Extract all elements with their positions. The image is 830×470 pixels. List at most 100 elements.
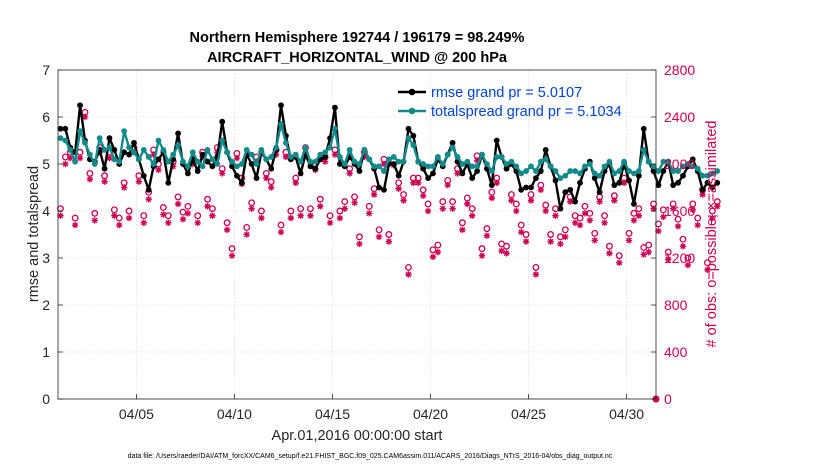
obs-possible-point xyxy=(625,229,633,237)
totalspread-point xyxy=(150,161,157,167)
obs-assimilated-point xyxy=(576,221,584,229)
totalspread-point xyxy=(493,154,500,160)
obs-assimilated-point xyxy=(493,179,500,186)
obs-assimilated-point xyxy=(606,250,613,257)
obs-assimilated-point xyxy=(116,221,123,229)
totalspread-point xyxy=(189,149,196,156)
obs-possible-point xyxy=(204,195,211,203)
rmse-point xyxy=(503,165,510,172)
totalspread-point xyxy=(121,128,128,135)
totalspread-point xyxy=(430,163,436,170)
totalspread-point xyxy=(420,161,427,167)
x-tick-label: 04/15 xyxy=(315,406,350,422)
rmse-point xyxy=(297,170,304,177)
obs-assimilated-point xyxy=(508,197,515,204)
totalspread-point xyxy=(268,154,275,160)
rmse-point xyxy=(616,179,623,186)
totalspread-point xyxy=(665,158,672,165)
obs-possible-point xyxy=(439,198,447,206)
obs-assimilated-point xyxy=(125,214,133,222)
obs-possible-point xyxy=(174,193,182,201)
obs-assimilated-point xyxy=(400,197,407,204)
obs-possible-point xyxy=(664,248,672,256)
obs-assimilated-point xyxy=(326,219,334,226)
obs-possible-point xyxy=(694,214,702,222)
obs-assimilated-point xyxy=(513,207,520,215)
obs-possible-point xyxy=(287,207,295,215)
rmse-point xyxy=(704,179,711,186)
obs-assimilated-point xyxy=(370,191,378,198)
obs-assimilated-point xyxy=(419,192,427,199)
chart-subtitle: AIRCRAFT_HORIZONTAL_WIND @ 200 hPa xyxy=(207,50,508,66)
totalspread-point xyxy=(140,147,147,153)
totalspread-point xyxy=(96,135,103,142)
rmse-point xyxy=(199,151,206,158)
totalspread-point xyxy=(327,144,333,151)
rmse-point xyxy=(405,125,412,132)
rmse-point xyxy=(322,154,329,160)
totalspread-point xyxy=(631,170,637,177)
obs-assimilated-point xyxy=(194,219,201,226)
totalspread-point xyxy=(371,163,378,170)
rmse-point xyxy=(77,102,83,109)
y-tick-label: 6 xyxy=(42,109,50,125)
totalspread-point xyxy=(214,161,221,167)
totalspread-point xyxy=(204,147,211,153)
obs-possible-point xyxy=(532,263,540,271)
obs-assimilated-point xyxy=(150,151,157,158)
totalspread-point xyxy=(498,154,505,160)
y-tick-label: 0 xyxy=(42,391,50,407)
obs-assimilated-point xyxy=(282,153,290,161)
totalspread-point xyxy=(145,154,152,160)
y2-tick-label: 1200 xyxy=(664,250,695,266)
totalspread-point xyxy=(278,121,284,127)
rmse-point xyxy=(234,172,240,179)
totalspread-point xyxy=(165,158,172,165)
rmse-point xyxy=(57,125,64,132)
obs-assimilated-point xyxy=(601,219,608,226)
totalspread-point xyxy=(62,137,69,144)
obs-assimilated-point xyxy=(174,200,182,208)
obs-possible-point xyxy=(125,207,133,215)
obs-assimilated-point xyxy=(405,271,412,278)
obs-assimilated-point xyxy=(522,238,530,245)
y2-tick-label: 400 xyxy=(664,344,688,360)
obs-possible-point xyxy=(561,226,569,234)
obs-possible-point xyxy=(277,221,285,229)
obs-assimilated-point xyxy=(71,221,79,229)
obs-assimilated-point xyxy=(101,178,108,185)
obs-possible-point xyxy=(576,214,584,222)
obs-assimilated-point xyxy=(346,170,353,177)
obs-assimilated-point xyxy=(169,163,177,170)
x-tick-label: 04/20 xyxy=(413,406,448,422)
obs-assimilated-point xyxy=(272,151,280,158)
rmse-point xyxy=(106,135,113,142)
totalspread-point xyxy=(670,168,677,174)
rmse-point xyxy=(518,186,525,193)
legend: rmse grand pr = 5.0107 totalspread grand… xyxy=(398,85,622,120)
obs-assimilated-point xyxy=(395,185,402,192)
obs-possible-point xyxy=(517,221,525,229)
y-tick-label: 5 xyxy=(42,156,50,172)
obs-assimilated-point xyxy=(684,261,692,269)
rmse-point xyxy=(660,168,667,174)
obs-possible-point xyxy=(405,263,412,271)
obs-possible-point xyxy=(91,209,99,217)
rmse-point xyxy=(336,161,343,167)
obs-possible-point xyxy=(684,254,692,262)
obs-possible-point xyxy=(385,231,393,238)
obs-possible-point xyxy=(184,202,192,210)
obs-possible-point xyxy=(375,226,383,234)
obs-possible-point xyxy=(179,208,187,216)
obs-assimilated-point xyxy=(307,212,314,219)
obs-assimilated-point xyxy=(434,248,442,256)
obs-assimilated-point xyxy=(527,197,535,204)
obs-assimilated-point xyxy=(184,210,192,217)
totalspread-point xyxy=(302,144,309,151)
rmse-point xyxy=(248,161,255,167)
obs-possible-point xyxy=(223,219,231,227)
rmse-point xyxy=(523,184,530,191)
totalspread-point xyxy=(454,154,461,160)
rmse-point xyxy=(101,165,108,172)
obs-assimilated-point xyxy=(356,240,363,248)
